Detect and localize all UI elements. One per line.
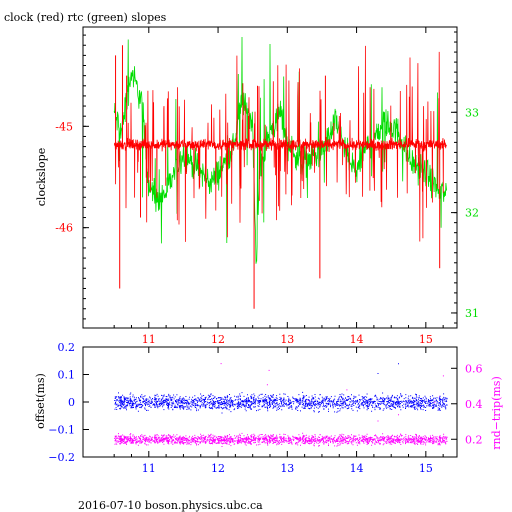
bottom-x-tick-label: 12 (211, 462, 225, 475)
bottom-right-tick-label: 0.4 (465, 398, 483, 411)
top-x-tick-label: 14 (350, 333, 364, 346)
top-right-tick-label: 33 (465, 106, 479, 119)
footer-label: 2016-07-10 boson.physics.ubc.ca (78, 499, 263, 512)
offset-series (114, 363, 448, 414)
offset-y-label: offset(ms) (34, 373, 47, 429)
bottom-x-tick-label: 13 (280, 462, 294, 475)
bottom-left-tick-label: 0.1 (58, 369, 76, 382)
offset-points (114, 363, 448, 414)
top-x-tick-label: 11 (142, 333, 156, 346)
top-x-tick-label: 13 (280, 333, 294, 346)
top-left-tick-label: -45 (55, 120, 73, 133)
top-y-label: clockslope (35, 148, 48, 206)
bottom-x-tick-label: 14 (350, 462, 364, 475)
clock-slope-line (114, 45, 447, 242)
bottom-left-tick-label: 0 (68, 396, 75, 409)
top-right-tick-label: 32 (465, 207, 479, 220)
round-trip-points (114, 363, 448, 447)
round-trip-series (114, 363, 448, 447)
chart-title: clock (red) rtc (green) slopes (4, 11, 167, 24)
bottom-left-tick-label: −0.2 (48, 451, 75, 464)
top-x-tick-label: 15 (419, 333, 433, 346)
bottom-x-tick-label: 15 (419, 462, 433, 475)
top-left-tick-label: -46 (55, 222, 73, 235)
clock-slope-series (114, 45, 447, 309)
round-trip-y-label: rnd−trip(ms) (490, 376, 503, 450)
bottom-right-tick-label: 0.6 (465, 362, 483, 375)
bottom-x-tick-label: 11 (142, 462, 156, 475)
bottom-panel: 11 12 13 14 15 0.2 0.1 0 −0.1 −0.2 0.6 0.4 0.2 offse… (34, 341, 503, 475)
top-panel: 11 12 13 14 15 -45 -46 33 32 31 clockslope (35, 26, 479, 346)
bottom-axis-ticks: 11 12 13 14 15 0.2 0.1 0 −0.1 −0.2 0.6 0.4 0.2 (48, 341, 482, 475)
bottom-left-tick-label: 0.2 (58, 341, 76, 354)
bottom-right-tick-label: 0.2 (465, 433, 483, 446)
top-axis-ticks: 11 12 13 14 15 -45 -46 33 32 31 (55, 27, 479, 346)
top-right-tick-label: 31 (465, 307, 479, 320)
bottom-left-tick-label: −0.1 (48, 424, 75, 437)
top-x-tick-label: 12 (211, 333, 225, 346)
